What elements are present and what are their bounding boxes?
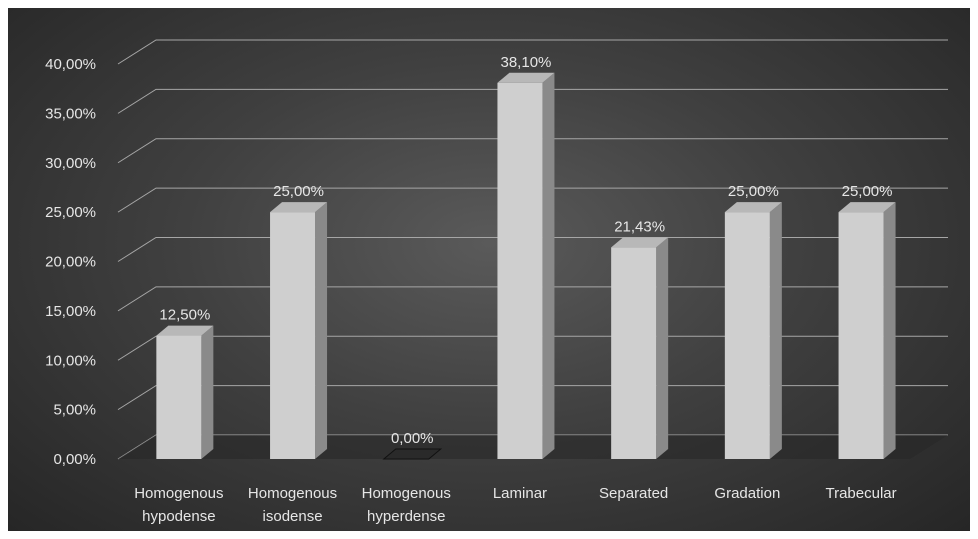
bar-top (724, 202, 782, 213)
data-label: 25,00% (273, 183, 324, 200)
y-tick-label: 25,00% (45, 204, 96, 221)
y-tick-label: 0,00% (53, 451, 96, 468)
bar-top (382, 448, 443, 460)
data-label: 25,00% (842, 183, 893, 200)
y-tick-label: 20,00% (45, 254, 96, 271)
bar-top (156, 325, 214, 336)
y-tick-label: 10,00% (45, 352, 96, 369)
bar (838, 212, 884, 459)
y-tick-label: 30,00% (45, 155, 96, 172)
gridline (117, 88, 948, 114)
bar (611, 247, 657, 459)
data-label: 38,10% (501, 54, 552, 71)
x-tick-label: Homogenous (134, 485, 223, 502)
x-tick-label: Homogenous (362, 485, 451, 502)
y-tick-label: 5,00% (53, 402, 96, 419)
bar-top (497, 72, 555, 83)
data-label: 25,00% (728, 183, 779, 200)
gridline (117, 187, 948, 213)
gridline (117, 237, 948, 262)
gridline (117, 286, 948, 312)
y-tick-label: 40,00% (45, 56, 96, 73)
data-label: 21,43% (614, 218, 665, 235)
bar (156, 335, 202, 459)
bar-side (315, 202, 328, 459)
bar (270, 212, 316, 459)
bar-chart: 0,00% 5,00% 10,00% 15,00% 20,00% 25,00% 30,00%… (45, 39, 948, 525)
x-tick-label: Separated (599, 485, 668, 502)
x-tick-label: Homogenous (248, 485, 337, 502)
x-tick-label: Trabecular (825, 485, 896, 502)
bar-side (201, 325, 214, 459)
bar-side (542, 72, 555, 459)
x-tick-label: hyperdense (367, 508, 445, 525)
gridline (117, 138, 948, 164)
gridline (117, 385, 948, 411)
bar-top (611, 237, 669, 248)
gridline (117, 335, 948, 361)
x-tick-label: hypodense (142, 508, 215, 525)
bar-top (270, 202, 328, 213)
y-tick-label: 35,00% (45, 105, 96, 122)
bar-side (656, 237, 669, 459)
gridline (117, 39, 948, 65)
chart-area: 0,00% 5,00% 10,00% 15,00% 20,00% 25,00% 30,00%… (8, 8, 970, 531)
bar (497, 82, 543, 459)
x-tick-label: Gradation (714, 485, 780, 502)
y-tick-label: 15,00% (45, 303, 96, 320)
x-tick-label: Laminar (493, 485, 547, 502)
bar-side (883, 202, 896, 459)
bar-side (769, 202, 782, 459)
bar-top (838, 202, 896, 213)
data-label: 0,00% (391, 430, 434, 447)
x-tick-label: isodense (263, 508, 323, 525)
bar (724, 212, 770, 459)
data-label: 12,50% (159, 307, 210, 324)
